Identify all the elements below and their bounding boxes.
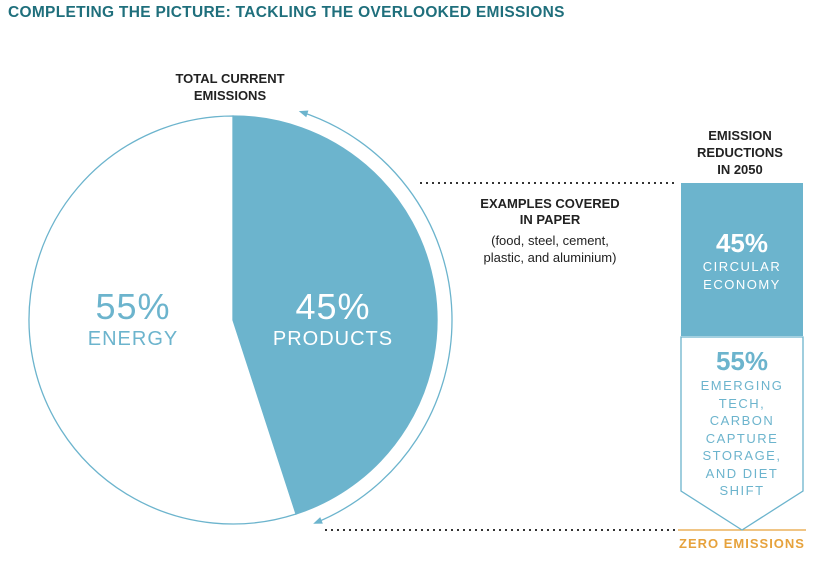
reduction-value-circular: 45% [715, 228, 769, 258]
slice-label-products: PRODUCTS [272, 328, 394, 350]
reduction-bar-circular-economy [681, 183, 803, 336]
reduction-label-circular: CIRCULAR ECONOMY [702, 259, 782, 292]
range-arc-arrow [300, 111, 453, 524]
slice-value-products: 45% [295, 286, 371, 327]
examples-title: EXAMPLES COVERED IN PAPER [480, 196, 620, 227]
slice-value-energy: 55% [95, 286, 171, 327]
arrow-head-top [298, 110, 309, 118]
pie-slice-products [232, 115, 438, 515]
pie-slice-energy [28, 115, 297, 525]
reduction-label-emerging: EMERGING TECH, CARBON CAPTURE STORAGE, A… [700, 378, 784, 498]
slice-label-energy: ENERGY [87, 328, 179, 350]
zero-emissions-label: ZERO EMISSIONS [679, 536, 805, 551]
reduction-value-emerging: 55% [715, 346, 769, 376]
arrow-head-bottom [313, 517, 323, 524]
examples-detail: (food, steel, cement, plastic, and alumi… [483, 233, 617, 265]
pie-title: TOTAL CURRENT EMISSIONS [175, 71, 285, 103]
reductions-title: EMISSION REDUCTIONS IN 2050 [697, 128, 783, 177]
page-title: COMPLETING THE PICTURE: TACKLING THE OVE… [8, 4, 565, 21]
reduction-bar-emerging-tech [680, 336, 804, 531]
